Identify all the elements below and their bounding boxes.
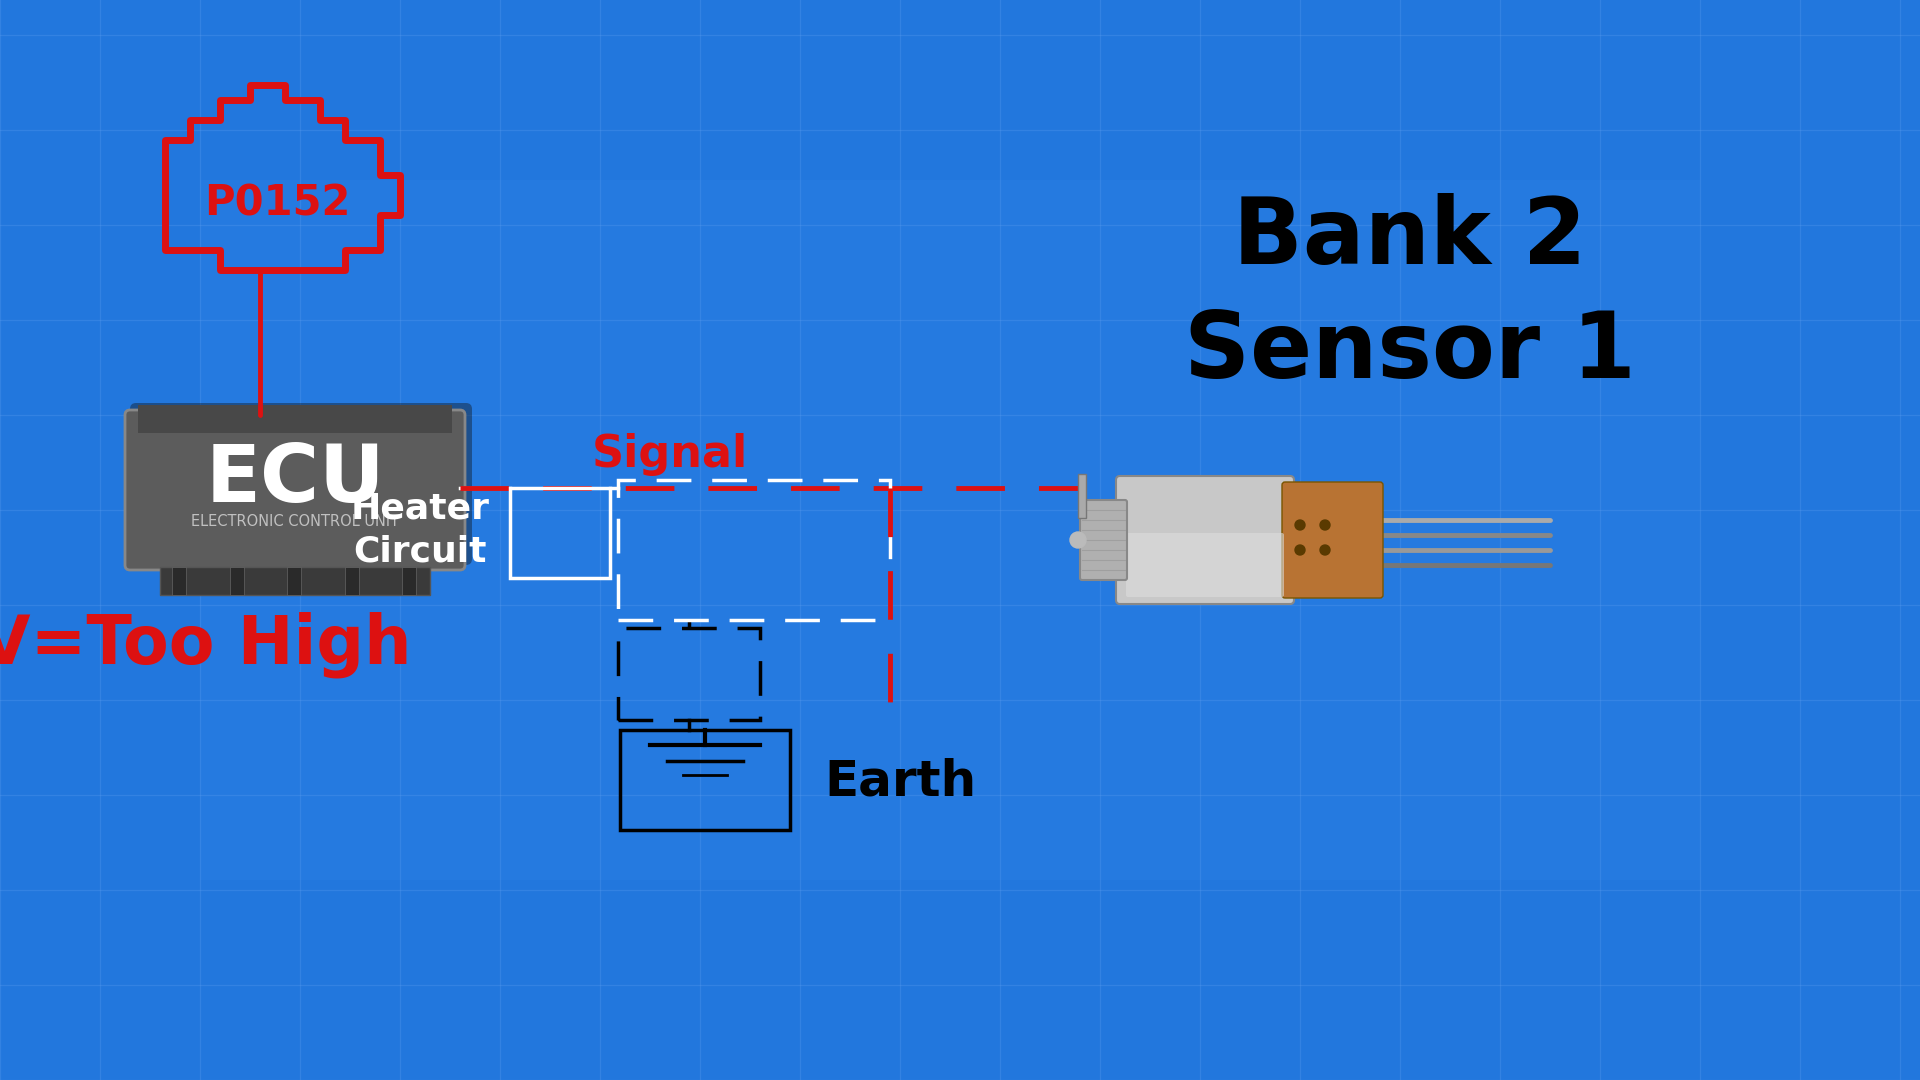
- Bar: [286, 567, 301, 595]
- FancyBboxPatch shape: [125, 410, 465, 570]
- FancyBboxPatch shape: [1116, 476, 1294, 604]
- Circle shape: [1321, 545, 1331, 555]
- Text: Earth: Earth: [824, 758, 975, 806]
- Circle shape: [1294, 545, 1306, 555]
- Text: Signal: Signal: [591, 433, 749, 476]
- Bar: [159, 567, 430, 595]
- Bar: [344, 567, 359, 595]
- Text: ELECTRONIC CONTROL UNIT: ELECTRONIC CONTROL UNIT: [190, 514, 399, 529]
- Circle shape: [1321, 519, 1331, 530]
- FancyBboxPatch shape: [1079, 500, 1127, 580]
- Bar: [401, 567, 417, 595]
- Bar: [618, 480, 891, 620]
- Circle shape: [1294, 519, 1306, 530]
- Bar: [618, 627, 760, 720]
- Bar: [173, 567, 186, 595]
- Circle shape: [1069, 532, 1087, 548]
- FancyBboxPatch shape: [1283, 482, 1382, 598]
- FancyBboxPatch shape: [131, 403, 472, 565]
- Text: Bank 2
Sensor 1: Bank 2 Sensor 1: [1185, 192, 1636, 397]
- Text: V=Too High: V=Too High: [0, 611, 411, 678]
- FancyBboxPatch shape: [1125, 534, 1284, 597]
- Text: Heater
Circuit: Heater Circuit: [351, 492, 490, 568]
- Bar: [230, 567, 244, 595]
- Text: ECU: ECU: [205, 441, 384, 519]
- Bar: [620, 730, 789, 831]
- Bar: [200, 180, 1699, 880]
- FancyBboxPatch shape: [1077, 474, 1087, 518]
- FancyBboxPatch shape: [138, 405, 451, 433]
- Text: P0152: P0152: [204, 183, 349, 224]
- Bar: [511, 488, 611, 578]
